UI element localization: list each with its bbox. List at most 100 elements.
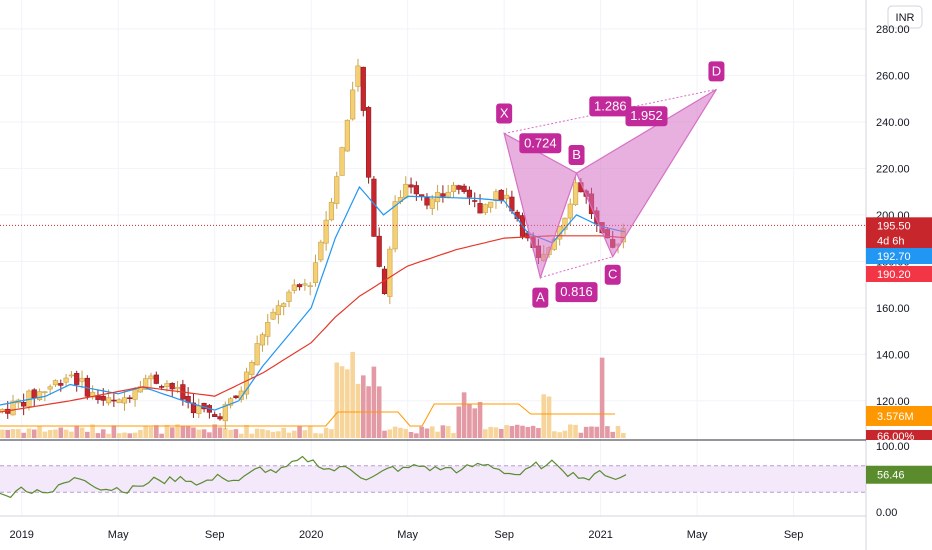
pattern-ratio-XB-bg <box>519 133 562 154</box>
volume-bar <box>143 426 149 438</box>
volume-label: 3.576M <box>877 411 914 423</box>
volume-label-bg <box>866 406 932 426</box>
candle <box>121 397 128 404</box>
candle <box>339 147 345 176</box>
volume-bar <box>5 429 11 438</box>
candle <box>159 386 165 388</box>
candle <box>42 391 48 394</box>
candle <box>190 402 197 414</box>
time-tick-label: May <box>687 529 708 541</box>
volume-bar <box>318 433 324 438</box>
candle <box>21 401 27 407</box>
time-tick-label: May <box>108 529 129 541</box>
pattern-point-C: C <box>608 267 617 282</box>
volume-bar <box>63 429 69 438</box>
time-axis[interactable]: 2019 May Sep 2020 May Sep 2021 May Sep <box>9 529 803 541</box>
volume-bar <box>323 427 329 438</box>
price-label-ma_slow: 190.20 <box>877 269 911 281</box>
candle <box>270 311 276 320</box>
volume-bar <box>360 375 366 438</box>
volume-bar <box>223 428 228 438</box>
volume-bar <box>127 433 133 438</box>
candle <box>360 66 366 111</box>
candle <box>297 284 303 288</box>
volume-bar <box>37 426 42 438</box>
volume-bar <box>95 433 101 438</box>
volume-bar <box>286 432 292 438</box>
candle <box>169 383 175 390</box>
candle <box>493 191 499 202</box>
volume-bar <box>621 433 626 438</box>
candle <box>392 201 398 250</box>
hidden-label-bg <box>866 430 932 440</box>
candle <box>63 377 69 383</box>
hidden-label: 66.00% <box>877 431 915 443</box>
time-tick-label: 2021 <box>588 529 612 541</box>
pattern-ratio-XD-bg <box>589 96 632 117</box>
moving-averages <box>0 185 866 413</box>
candle <box>440 193 446 197</box>
rsi-band-fill <box>0 465 866 493</box>
volume-bar <box>467 404 472 438</box>
currency-badge[interactable] <box>887 5 923 29</box>
candle <box>148 375 154 380</box>
volume-bar <box>281 427 286 438</box>
candle <box>243 371 250 395</box>
candle <box>429 198 435 209</box>
candle <box>472 200 478 202</box>
volume-bar <box>74 425 80 438</box>
volume-bar <box>169 427 175 438</box>
pattern-point-B-bg <box>568 145 585 166</box>
volume-bar <box>334 362 340 438</box>
volume-bar <box>58 427 64 438</box>
candle <box>413 185 419 195</box>
volume-bar <box>47 429 53 438</box>
candle <box>111 399 117 402</box>
volume-bar <box>270 431 276 438</box>
volume-bar <box>350 351 355 438</box>
candle <box>74 373 80 385</box>
candle <box>58 383 64 386</box>
candle <box>265 322 271 337</box>
price-tick-label: 280.00 <box>876 24 910 36</box>
ma-slow-line <box>0 235 625 413</box>
candle <box>116 399 122 404</box>
candle <box>482 204 488 213</box>
volume-bar <box>615 425 621 438</box>
volume-bar <box>414 433 419 438</box>
volume-bar <box>408 431 414 438</box>
candle <box>259 334 266 346</box>
volume-bar <box>69 431 74 438</box>
volume-bar <box>0 429 5 438</box>
candle <box>424 197 430 206</box>
candle <box>254 343 260 366</box>
volume-bar <box>567 424 573 438</box>
candle <box>445 191 451 198</box>
volume-bar <box>573 424 578 438</box>
volume-bar <box>228 429 233 438</box>
volume-bar <box>440 425 446 438</box>
volume-bar <box>265 430 271 438</box>
price-label-ma_fast: 192.70 <box>877 251 911 263</box>
volume-bar <box>116 433 122 438</box>
volume-bar <box>233 429 239 438</box>
volume-bar <box>339 366 345 438</box>
pattern-bcd-triangle <box>575 88 717 258</box>
volume-bar <box>111 425 117 438</box>
price-tick-label: 160.00 <box>876 303 910 315</box>
volume-bar <box>392 426 398 438</box>
pattern-ratio-BD-bg <box>625 106 668 127</box>
volume-bar <box>196 429 202 438</box>
volume-bar <box>106 433 111 438</box>
candle <box>488 201 494 208</box>
volume-bar <box>100 429 106 438</box>
volume-bar <box>164 424 170 438</box>
price-tick-label: 260.00 <box>876 70 910 82</box>
volume-bar <box>26 428 32 438</box>
volume-bar <box>605 426 610 438</box>
candle <box>153 374 159 384</box>
price-label-last-bg <box>866 217 932 250</box>
candle <box>238 390 244 400</box>
